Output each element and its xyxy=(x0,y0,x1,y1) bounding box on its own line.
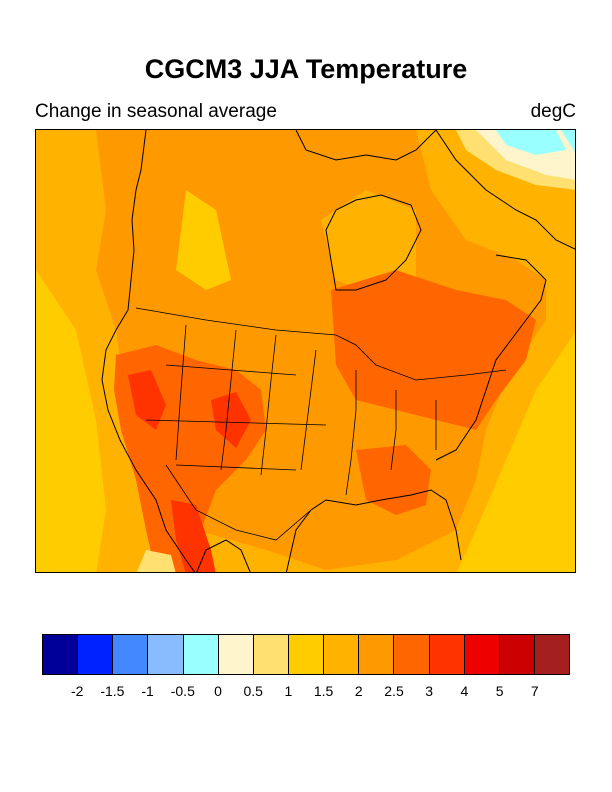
colorbar-box xyxy=(359,635,395,674)
field-greenland-coolest xyxy=(496,130,566,155)
colorbar-label: 2.5 xyxy=(384,683,404,699)
colorbar-box xyxy=(218,635,254,674)
colorbar-label: 3 xyxy=(425,683,434,699)
map-title: CGCM3 JJA Temperature xyxy=(144,54,468,84)
field-colorado-hot xyxy=(211,392,251,448)
colorbar-box xyxy=(534,635,570,674)
field-pacific-cool xyxy=(136,550,176,572)
colorbar-label: 0.5 xyxy=(243,683,263,699)
field-hudson-pocket xyxy=(321,190,416,295)
colorbar-label: -1.5 xyxy=(100,683,125,699)
colorbar-labels: -2 -1.5 -1 -0.5 0 0.5 1 1.5 2 2.5 3 4 5 7 xyxy=(42,683,570,703)
colorbar xyxy=(42,634,570,675)
colorbar-box xyxy=(148,635,184,674)
colorbar-box xyxy=(78,635,114,674)
temperature-change-map xyxy=(35,129,576,573)
field-basin-hot xyxy=(128,370,166,430)
colorbar-box xyxy=(183,635,219,674)
field-northeast-warm xyxy=(331,270,536,430)
colorbar-label: 4 xyxy=(460,683,469,699)
colorbar-box xyxy=(394,635,430,674)
field-coast-pocket xyxy=(176,190,231,290)
field-southeast-warm xyxy=(356,445,431,515)
colorbar-box xyxy=(288,635,325,674)
colorbar-label: 0 xyxy=(214,683,222,699)
colorbar-label: 7 xyxy=(530,683,539,699)
colorbar-label: 2 xyxy=(354,683,363,699)
borders xyxy=(135,307,507,541)
colorbar-box xyxy=(113,635,149,674)
colorbar-box xyxy=(464,635,500,674)
colorbar-box xyxy=(253,635,289,674)
units-label: degC xyxy=(530,101,576,122)
colorbar-label: -2 xyxy=(70,683,84,699)
colorbar-label: -0.5 xyxy=(170,683,195,699)
colorbar-label: -1 xyxy=(141,683,154,699)
colorbar-label: 1 xyxy=(284,683,293,699)
colorbar-box xyxy=(43,635,79,674)
colorbar-label: 1.5 xyxy=(313,683,334,699)
coastlines xyxy=(101,130,575,572)
map-subtitle: Change in seasonal average xyxy=(35,101,277,122)
colorbar-box xyxy=(324,635,360,674)
colorbar-label: 5 xyxy=(495,683,504,699)
field-greenland-coolest-2 xyxy=(561,130,575,152)
colorbar-box xyxy=(499,635,535,674)
colorbar-box xyxy=(429,635,465,674)
